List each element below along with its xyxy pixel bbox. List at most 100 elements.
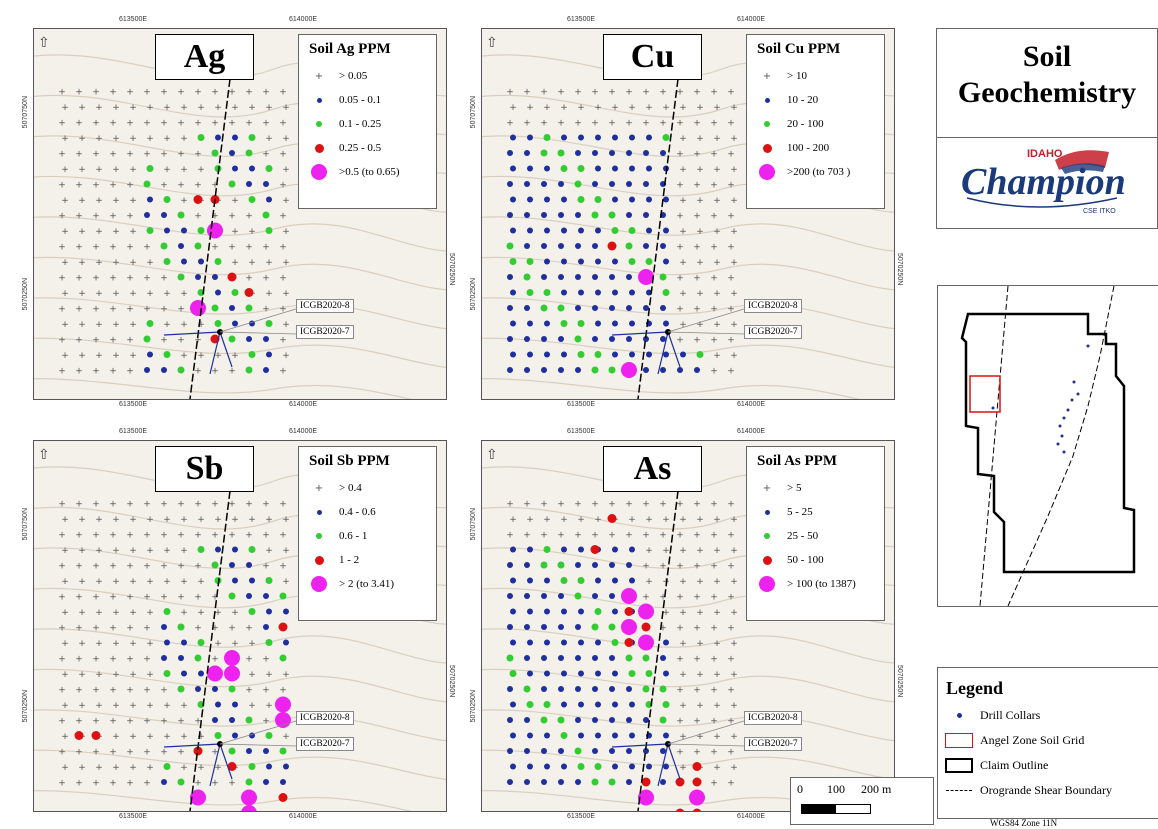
sample-below-threshold: + [262,717,270,727]
sample-below-threshold: + [282,351,290,361]
drill-trace [209,331,221,375]
element-label: Sb [155,446,254,492]
sample-point [524,593,530,599]
sample-below-threshold: + [92,779,100,789]
sample-point [574,747,582,755]
sample-below-threshold: + [129,732,137,742]
sample-below-threshold: + [163,732,171,742]
sample-below-threshold: + [696,258,704,268]
sample-point [181,639,187,646]
contour-line [34,256,446,291]
sample-point [557,304,565,312]
sample-below-threshold: + [109,500,117,510]
sample-point [629,196,635,203]
sample-below-threshold: + [61,320,69,330]
sample-below-threshold: + [625,119,633,129]
sample-point-high [638,634,654,651]
sample-below-threshold: + [679,639,687,649]
sample-below-threshold: + [730,639,738,649]
sample-below-threshold: + [679,103,687,113]
sample-point-high [275,712,291,728]
sample-point [146,165,154,172]
sample-below-threshold: + [109,531,117,541]
sample-below-threshold: + [659,119,667,129]
sample-point [541,779,547,785]
sample-point [163,608,171,615]
sample-point [660,150,666,156]
sample-below-threshold: + [95,670,103,680]
drill-label-leader [219,331,297,335]
sample-point [561,701,567,708]
sample-below-threshold: + [228,119,236,129]
sample-point [249,165,255,172]
sample-point [163,351,171,358]
sample-point [628,670,636,677]
sample-below-threshold: + [163,289,171,299]
sample-below-threshold: + [112,515,120,525]
sample-below-threshold: + [126,305,134,315]
sample-below-threshold: + [78,103,86,113]
sample-below-threshold: + [730,258,738,268]
sample-point [246,593,252,599]
sample-below-threshold: + [95,258,103,268]
sample-below-threshold: + [160,88,168,98]
sample-point [575,150,581,156]
sample-point [659,716,667,724]
sample-point [575,717,581,723]
sample-point-high [638,269,654,285]
sample-point [181,227,187,234]
sample-below-threshold: + [679,608,687,618]
sample-below-threshold: + [645,546,653,556]
sample-point [540,149,548,157]
sample-point [575,624,581,630]
sample-below-threshold: + [710,181,718,191]
sample-point [577,196,585,203]
sample-below-threshold: + [61,103,69,113]
sample-below-threshold: + [676,500,684,510]
sample-point-high [207,665,223,682]
sample-below-threshold: + [279,500,287,510]
sample-point [611,227,619,234]
sample-below-threshold: + [92,367,100,377]
sample-below-threshold: + [679,515,687,525]
sample-below-threshold: + [160,150,168,160]
sample-below-threshold: + [557,531,565,541]
drill-traces [163,331,233,375]
coord-label-top: 614000E [737,16,766,23]
sample-below-threshold: + [642,531,650,541]
sample-below-threshold: + [109,181,117,191]
sample-below-threshold: + [126,243,134,253]
class-dot-icon [759,164,775,180]
sample-below-threshold: + [645,103,653,113]
sample-point [561,763,567,770]
sample-point [628,258,636,265]
sample-point [544,732,550,739]
sample-point [646,134,652,141]
sample-below-threshold: + [126,717,134,727]
sample-below-threshold: + [262,150,270,160]
ppm-legend: Soil Cu PPM + > 10 10 - 20 20 - 100 100 - 200… [746,34,885,209]
sample-point [246,562,252,568]
sample-below-threshold: + [194,336,202,346]
sample-below-threshold: + [109,779,117,789]
sample-point [507,150,513,156]
sample-below-threshold: + [727,562,735,572]
sample-below-threshold: + [727,367,735,377]
sample-below-threshold: + [679,763,687,773]
sample-point [677,367,683,373]
sample-point [575,686,581,692]
sample-below-threshold: + [262,88,270,98]
sample-below-threshold: + [129,639,137,649]
sample-below-threshold: + [58,367,66,377]
drill-trace [209,743,221,787]
sample-below-threshold: + [61,608,69,618]
sample-point [608,623,616,631]
sample-point [279,592,287,600]
sample-point [283,763,289,770]
sample-point [592,181,598,187]
sample-below-threshold: + [231,608,239,618]
sample-point [628,227,636,234]
sample-point [524,243,530,249]
ppm-legend-row: 100 - 200 [747,136,884,160]
sample-point [578,732,584,739]
